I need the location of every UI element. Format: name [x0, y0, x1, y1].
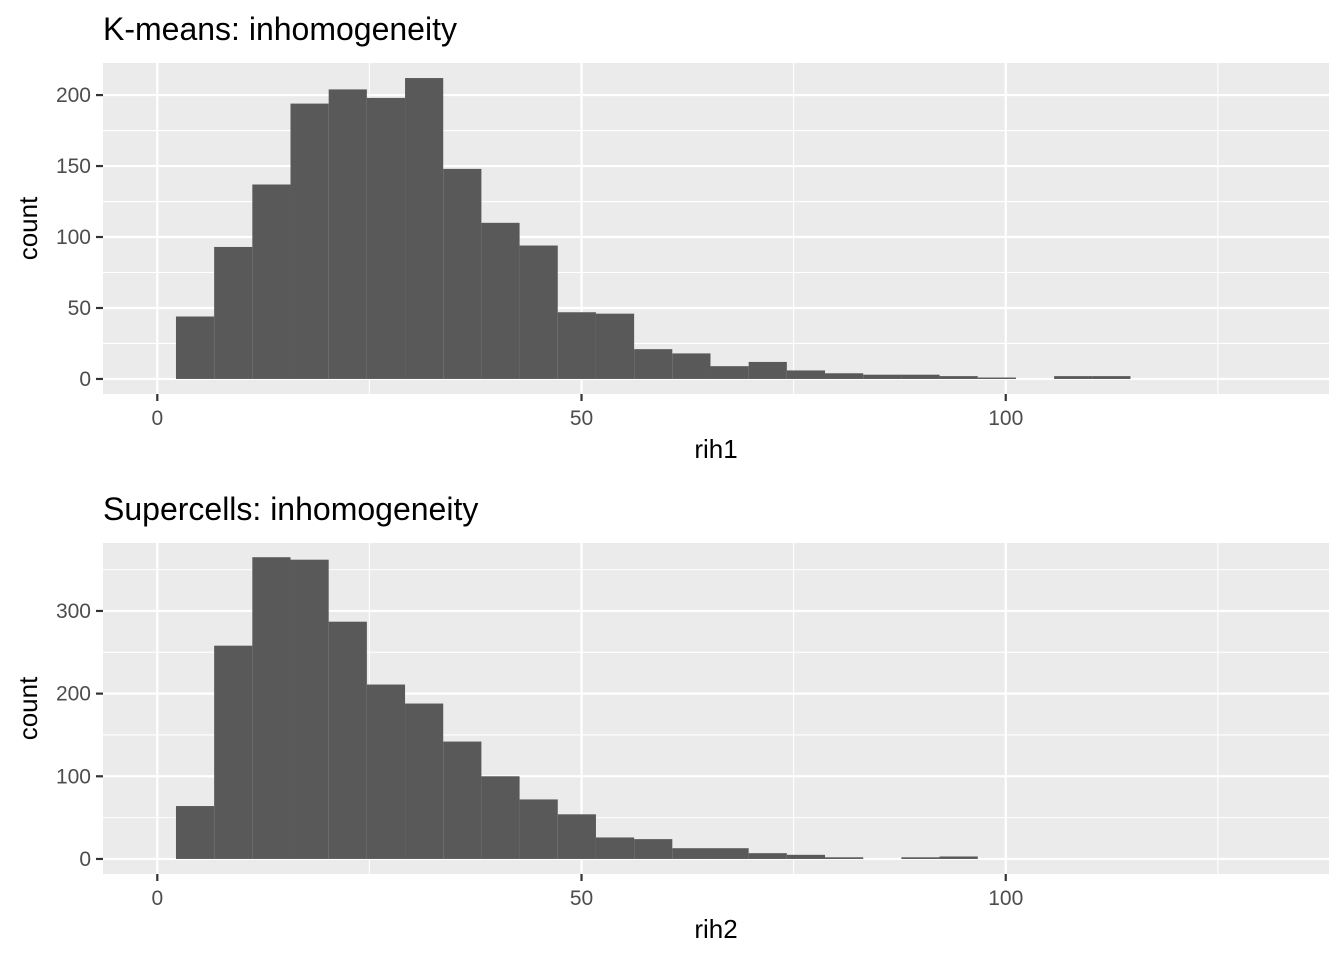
histogram-bar: [290, 559, 329, 859]
histogram-bar: [366, 684, 406, 859]
histogram-bar: [214, 645, 253, 859]
x-axis: 0 50 100: [151, 874, 1023, 910]
chart-title: K-means: inhomogeneity: [103, 11, 457, 47]
histogram-bar: [443, 741, 482, 859]
histogram-bar: [175, 316, 215, 379]
histogram-bar: [863, 374, 902, 379]
histogram-bar: [328, 89, 367, 379]
histogram-bar: [748, 853, 787, 859]
histogram-bar: [595, 837, 635, 859]
histogram-bar: [748, 361, 787, 379]
y-tick-label: 0: [79, 848, 91, 871]
histogram-bar: [290, 103, 329, 379]
x-tick-label: 50: [570, 887, 593, 910]
x-axis: 0 50 100: [151, 394, 1023, 430]
histogram-bar: [672, 353, 711, 379]
histogram-bar: [825, 373, 864, 379]
x-axis-title: rih1: [694, 434, 737, 464]
histogram-bar: [214, 246, 253, 379]
histogram-bar: [634, 839, 673, 859]
x-tick-label: 100: [988, 887, 1023, 910]
histogram-bar: [595, 313, 635, 379]
histogram-bar: [825, 857, 864, 859]
bars: [175, 557, 978, 859]
y-tick-label: 200: [56, 84, 91, 107]
histogram-bar: [786, 854, 826, 859]
histogram-bar: [710, 848, 749, 859]
histogram-bar: [977, 377, 1016, 379]
histogram-bar: [175, 806, 215, 859]
histogram-bar: [1054, 376, 1093, 379]
histogram-bar: [481, 222, 520, 379]
histogram-bar: [252, 557, 291, 859]
histogram-bar: [519, 245, 558, 379]
histogram-bar: [939, 856, 978, 859]
histogram-bar: [519, 799, 558, 859]
y-tick-label: 150: [56, 155, 91, 178]
histogram-bar: [252, 184, 291, 379]
histogram-bar: [901, 374, 940, 379]
x-tick-label: 0: [151, 407, 163, 430]
histogram-bar: [328, 621, 367, 859]
y-tick-label: 100: [56, 226, 91, 249]
y-axis-title: count: [13, 676, 43, 740]
x-tick-label: 0: [151, 887, 163, 910]
kmeans-histogram-panel: K-means: inhomogeneity 0 50 100 150 200 0 50 1…: [13, 11, 1329, 464]
y-axis: 0 100 200 300: [56, 600, 103, 871]
chart-title: Supercells: inhomogeneity: [103, 491, 478, 527]
y-tick-label: 100: [56, 765, 91, 788]
histogram-bar: [786, 370, 826, 379]
y-tick-label: 0: [79, 368, 91, 391]
histogram-bar: [481, 776, 520, 859]
histogram-bar: [366, 97, 406, 379]
x-tick-label: 100: [988, 407, 1023, 430]
y-tick-label: 300: [56, 600, 91, 623]
histogram-bar: [1092, 376, 1131, 379]
histogram-bar: [939, 376, 978, 379]
histogram-bar: [405, 703, 444, 859]
histogram-bar: [634, 349, 673, 379]
y-axis: 0 50 100 150 200: [56, 84, 103, 391]
y-tick-label: 50: [68, 297, 91, 320]
histogram-bar: [443, 168, 482, 379]
y-tick-label: 200: [56, 683, 91, 706]
histogram-bar: [710, 366, 749, 379]
bars: [175, 78, 1131, 379]
supercells-histogram-panel: Supercells: inhomogeneity 0 100 200 300 0 50…: [13, 491, 1329, 944]
histogram-bar: [405, 78, 444, 379]
histogram-bar: [901, 857, 940, 859]
histogram-bar: [557, 312, 596, 379]
y-axis-title: count: [13, 196, 43, 260]
histogram-bar: [557, 814, 596, 859]
x-tick-label: 50: [570, 407, 593, 430]
x-axis-title: rih2: [694, 914, 737, 944]
histogram-bar: [672, 848, 711, 859]
